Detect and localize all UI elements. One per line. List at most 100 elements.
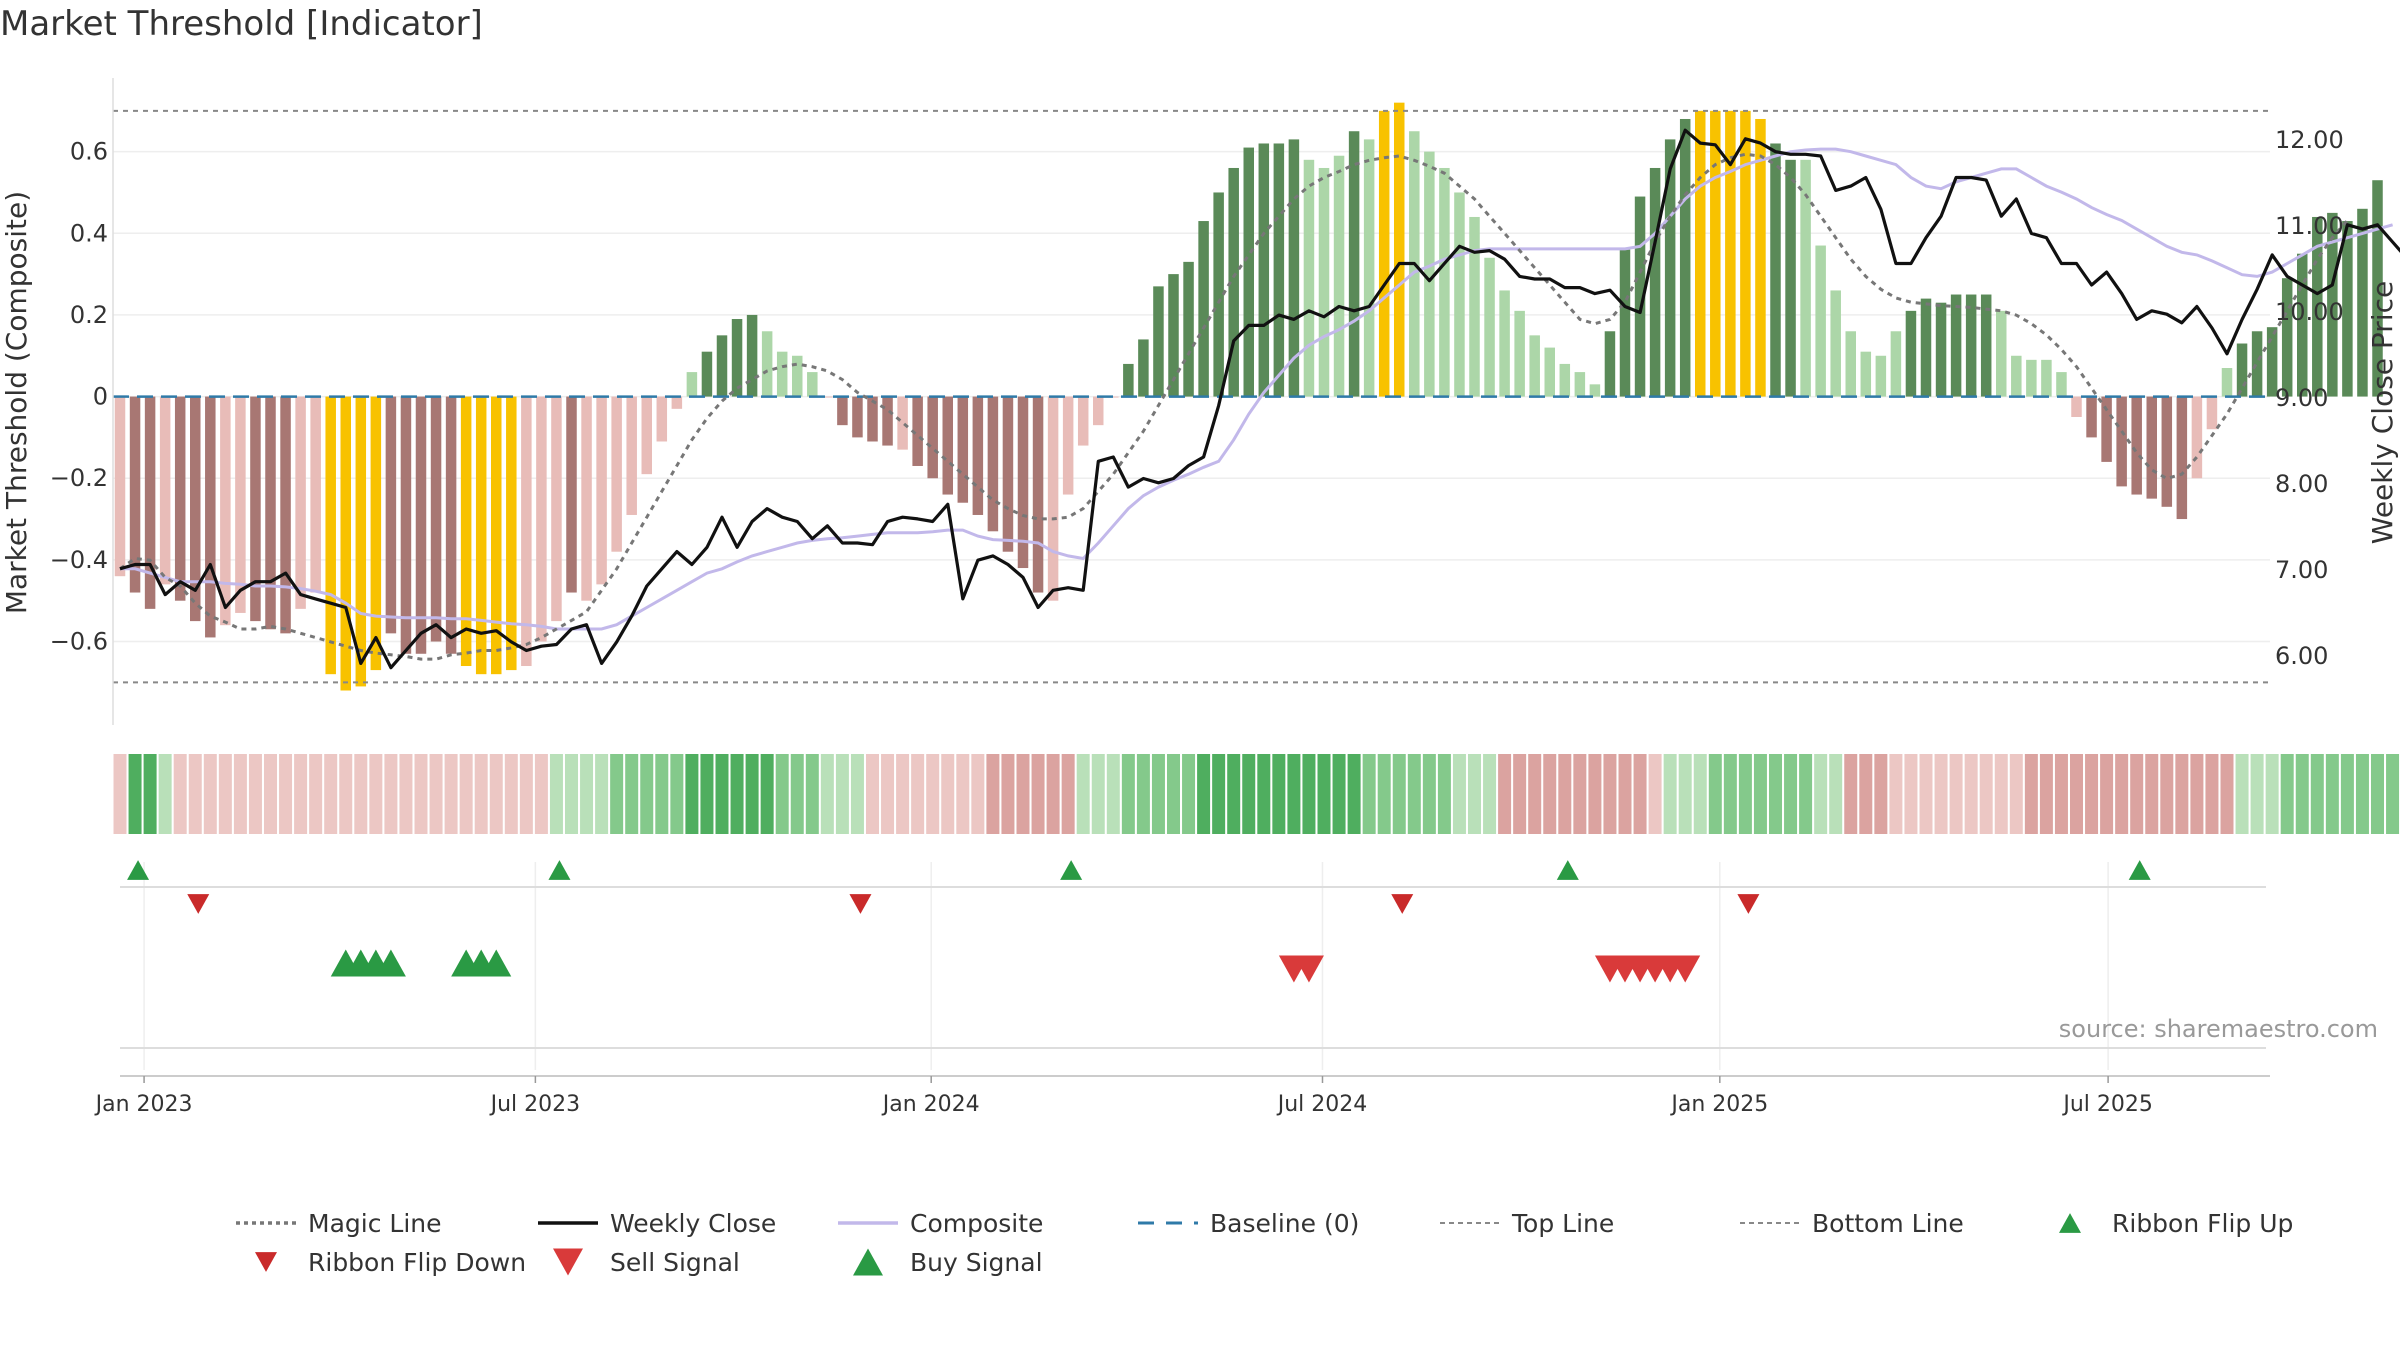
ribbon-cell [1558, 754, 1572, 834]
ribbon-cell [1799, 754, 1813, 834]
ribbon-cell [760, 754, 774, 834]
ribbon-flip-down-marker [187, 894, 210, 914]
composite-bar [1394, 102, 1405, 397]
ribbon-cell [1377, 754, 1391, 834]
composite-bar [1168, 274, 1179, 397]
source-label: source: sharemaestro.com [2059, 1015, 2378, 1043]
ribbon-cell [866, 754, 879, 834]
y-left-axis-title: Market Threshold (Composite) [0, 191, 33, 614]
ribbon-cell [188, 754, 202, 834]
composite-bar [491, 396, 502, 675]
composite-bar [1710, 110, 1721, 397]
composite-bar [2251, 331, 2263, 397]
composite-bar [2056, 372, 2067, 397]
composite-bar [2206, 396, 2218, 430]
composite-bar [2086, 396, 2097, 438]
composite-bar [400, 396, 412, 654]
ribbon-cell [2115, 754, 2129, 834]
composite-bar [656, 396, 668, 442]
ribbon-cell [1994, 754, 2008, 834]
ribbon-cell [1302, 754, 1316, 834]
x-tick-label: Jul 2025 [2061, 1092, 2153, 1117]
ribbon-cell [1723, 754, 1737, 834]
ribbon-cell [1136, 754, 1150, 834]
composite-bar [1002, 396, 1014, 552]
ribbon-cell [474, 754, 488, 834]
ribbon-cell [459, 754, 473, 834]
composite-bar [1514, 310, 1525, 397]
composite-bar [2327, 212, 2338, 397]
composite-bar [325, 396, 336, 675]
ribbon-cell [685, 754, 699, 834]
legend-item: Ribbon Flip Up [2059, 1209, 2293, 1238]
ribbon-cell [399, 754, 413, 834]
composite-bar [521, 396, 532, 667]
composite-bar [1890, 331, 1902, 397]
ribbon-cell [1091, 754, 1105, 834]
legend-label: Sell Signal [610, 1248, 740, 1277]
composite-bar [1108, 396, 1119, 398]
composite-bar [2041, 359, 2052, 397]
ribbon-cell [1437, 754, 1451, 834]
ribbon-flip-down-marker [1737, 894, 1760, 914]
composite-bar [1649, 167, 1661, 397]
composite-bar [1017, 396, 1029, 569]
composite-bar [1695, 110, 1706, 397]
composite-bar [1469, 216, 1480, 397]
ribbon-cell [775, 754, 789, 834]
composite-bar [1875, 355, 1887, 397]
ribbon-cell [1212, 754, 1226, 834]
ribbon-cell [896, 754, 910, 834]
ribbon-cell [1738, 754, 1752, 834]
composite-bar [897, 396, 908, 450]
composite-bar [2131, 396, 2142, 495]
ribbon-cell [2310, 754, 2324, 834]
composite-bar [1303, 159, 1315, 397]
ribbon-cell [1452, 754, 1466, 834]
ribbon-cell [2070, 754, 2083, 834]
ribbon-cell [2054, 754, 2068, 834]
y-right-tick-label: 12.00 [2275, 126, 2344, 154]
composite-bar [295, 396, 306, 609]
ribbon-cell [444, 754, 458, 834]
composite-bar [1544, 347, 1555, 397]
ribbon-cell [1392, 754, 1406, 834]
composite-bar [2011, 355, 2022, 397]
ribbon-cell [2220, 754, 2234, 834]
composite-bar [1935, 302, 1947, 397]
ribbon-cell [986, 754, 1000, 834]
ribbon-cell [519, 754, 533, 834]
ribbon-cell [2235, 754, 2249, 834]
legend-label: Top Line [1511, 1209, 1614, 1238]
x-tick-label: Jul 2024 [1276, 1092, 1368, 1117]
legend-item: Composite [838, 1209, 1043, 1238]
ribbon-cell [2325, 754, 2339, 834]
composite-bar [596, 396, 607, 585]
composite-bar [1183, 261, 1194, 397]
y-right-tick-label: 8.00 [2275, 470, 2328, 498]
composite-bar [1905, 310, 1917, 397]
ribbon-cell [1964, 754, 1978, 834]
ribbon-cell [820, 754, 834, 834]
composite-bar [1679, 118, 1691, 397]
signal-panels [120, 860, 2266, 1070]
composite-bar [220, 396, 231, 626]
buy-signal-marker [375, 949, 406, 977]
composite-bar [822, 396, 833, 398]
ribbon-cell [2160, 754, 2174, 834]
composite-bar [1920, 298, 1932, 397]
composite-bar [250, 396, 261, 622]
ribbon-cell [354, 754, 368, 834]
composite-bar [1740, 110, 1751, 397]
x-axis: Jan 2023 Jul 2023 Jan 2024 Jul 2024 Jan 2025… [94, 1075, 2270, 1117]
ribbon-cell [625, 754, 639, 834]
ribbon-cell [1287, 754, 1301, 834]
composite-bar [641, 396, 652, 475]
composite-bar [2357, 208, 2368, 397]
y-right-tick-label: 6.00 [2275, 642, 2328, 670]
composite-bar [1815, 245, 1826, 397]
ribbon-cell [1844, 754, 1858, 834]
composite-bar [1830, 290, 1841, 397]
y-left-tick-label: −0.4 [50, 546, 108, 574]
composite-bar [957, 396, 969, 503]
